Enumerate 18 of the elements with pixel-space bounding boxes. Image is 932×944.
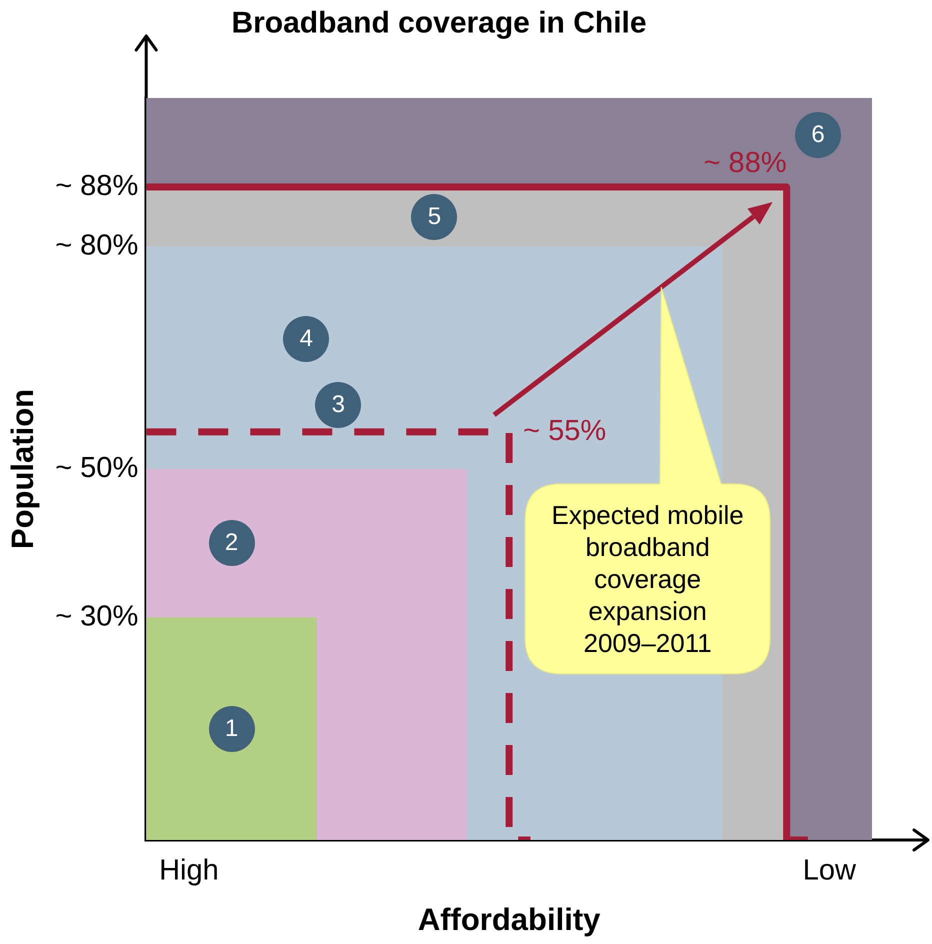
y-tick-label: ~ 30% — [55, 600, 138, 632]
y-tick-label: ~ 50% — [55, 452, 138, 484]
series-label: 4 — [300, 325, 313, 354]
x-tick-label: High — [159, 854, 219, 886]
series-label: 5 — [428, 202, 442, 231]
chart-title: Broadband coverage in Chile — [231, 6, 647, 40]
series-label: 2 — [224, 529, 238, 558]
y-tick-label: ~ 88% — [55, 170, 138, 202]
series-label: 3 — [332, 390, 346, 419]
data-label: ~ 55% — [523, 414, 606, 447]
y-tick-label: ~ 80% — [55, 229, 138, 262]
data-label: ~ 88% — [704, 147, 787, 180]
y-axis-title: Population — [5, 388, 40, 550]
x-tick-label: Low — [802, 854, 857, 886]
series-label: 1 — [224, 714, 238, 743]
band-label: 6 — [811, 121, 825, 149]
x-axis-title: Affordability — [418, 902, 602, 937]
annotation: Expected mobile broadband coverage expansion 2009–2011 — [550, 498, 745, 659]
